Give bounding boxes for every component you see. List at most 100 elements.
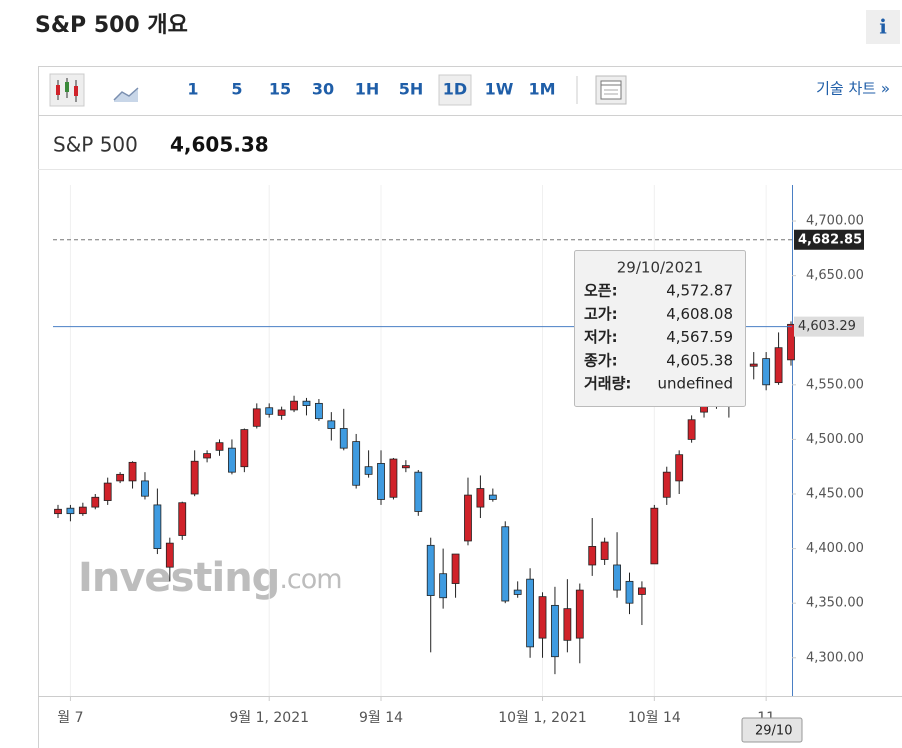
watermark-brand: Investing [78,555,279,601]
quote-price: 4,605.38 [170,133,269,157]
candle-body [240,429,249,468]
tooltip-label: 고가: [584,305,618,323]
tooltip-date: 29/10/2021 [617,259,703,277]
candle-body [488,494,497,500]
y-tick-label: 4,350.00 [806,596,864,611]
candle-body [650,507,659,565]
chart-frame [38,66,902,748]
candle-body [141,480,149,497]
candle-body [290,400,298,411]
line-icon[interactable] [113,87,139,102]
interval-button[interactable]: 1 [187,80,198,99]
interval-button[interactable]: 5 [231,80,242,99]
candle-body [265,407,274,415]
y-tick-label: 4,550.00 [806,377,864,392]
candle-body [389,458,398,498]
candle-body [749,363,758,367]
y-tick-label: 4,700.00 [806,214,864,229]
candle-body [228,447,236,473]
y-tick-label: 4,300.00 [806,650,864,665]
candle-body [153,504,162,549]
x-tick-label: 10월 14 [628,710,681,726]
candle-body [787,323,795,361]
candle-body [538,596,547,639]
candle-body [314,402,323,420]
reference-label: 4,682.85 [798,232,862,247]
y-tick-label: 4,450.00 [806,487,864,502]
candle-body [662,471,671,498]
interval-button[interactable]: 1M [528,80,555,99]
candle-body [613,564,621,591]
reference-label: 4,603.29 [798,319,856,334]
info-button[interactable] [866,10,900,44]
candle-body [178,502,187,536]
quote-name: S&P 500 [53,133,138,157]
candle-body [190,460,199,495]
candle-body [501,526,510,602]
candle-body [762,358,771,386]
interval-button[interactable]: 1W [485,80,514,99]
x-tick-label: 월 7 [57,710,83,726]
tooltip-label: 저가: [584,328,618,346]
reference-tag [794,316,864,337]
candle-body [401,465,410,469]
info-icon: i [879,15,887,39]
candle-body [600,541,609,560]
crosshair-tag [741,717,803,743]
interval-active-bg [438,74,472,106]
x-tick-label: 10월 1, 2021 [498,710,587,726]
x-tick-label: 9월 1, 2021 [229,710,309,726]
candle-body [91,496,100,508]
interval-button[interactable]: 30 [312,80,334,99]
candle-body [451,553,460,584]
interval-button[interactable]: 1D [443,80,467,99]
candle-body [414,471,423,512]
reference-tag [794,229,864,250]
layout-icon[interactable] [595,75,627,105]
candle-body [203,453,211,459]
tooltip-box [574,250,746,407]
candle-icon[interactable] [49,73,85,107]
y-tick-label: 4,400.00 [806,541,864,556]
candle-body [638,587,646,595]
watermark-suffix: .com [279,564,341,595]
candle-body [426,544,435,596]
interval-button[interactable]: 5H [399,80,424,99]
y-tick-label: 4,650.00 [806,268,864,283]
candle-body [252,408,261,427]
tooltip-label: 오픈: [584,282,618,300]
candle-body [588,546,597,566]
candle-body [513,589,522,595]
candle-body [128,461,137,482]
candle-body [439,573,448,599]
candle-body [352,441,361,486]
candle-body [165,542,174,568]
candle-body [774,347,783,384]
x-tick-label: 9월 14 [359,710,403,726]
tooltip-value: 4,605.38 [666,351,733,369]
y-tick-label: 4,500.00 [806,432,864,447]
candle-body [302,400,311,406]
technical-chart-link[interactable]: 기술 차트 » [816,80,890,98]
candle-body [575,589,584,639]
candle-body [364,466,373,475]
tooltip-label: 거래량: [584,375,631,393]
candle-body [675,454,684,482]
candle-body [339,428,348,449]
crosshair-label: 29/10 [755,724,792,739]
candle-body [327,420,336,429]
tooltip-value: 4,608.08 [666,305,733,323]
candle-body [625,580,634,604]
candle-body [563,608,572,641]
candle-body [66,507,75,515]
candle-body [277,409,286,416]
candle-body [551,604,559,658]
interval-button[interactable]: 15 [269,80,291,99]
candle-body [464,494,472,542]
candle-body [54,508,62,515]
interval-button[interactable]: 1H [355,80,380,99]
candle-body [687,419,696,440]
tooltip-value: undefined [658,375,733,393]
tooltip-label: 종가: [584,351,618,369]
